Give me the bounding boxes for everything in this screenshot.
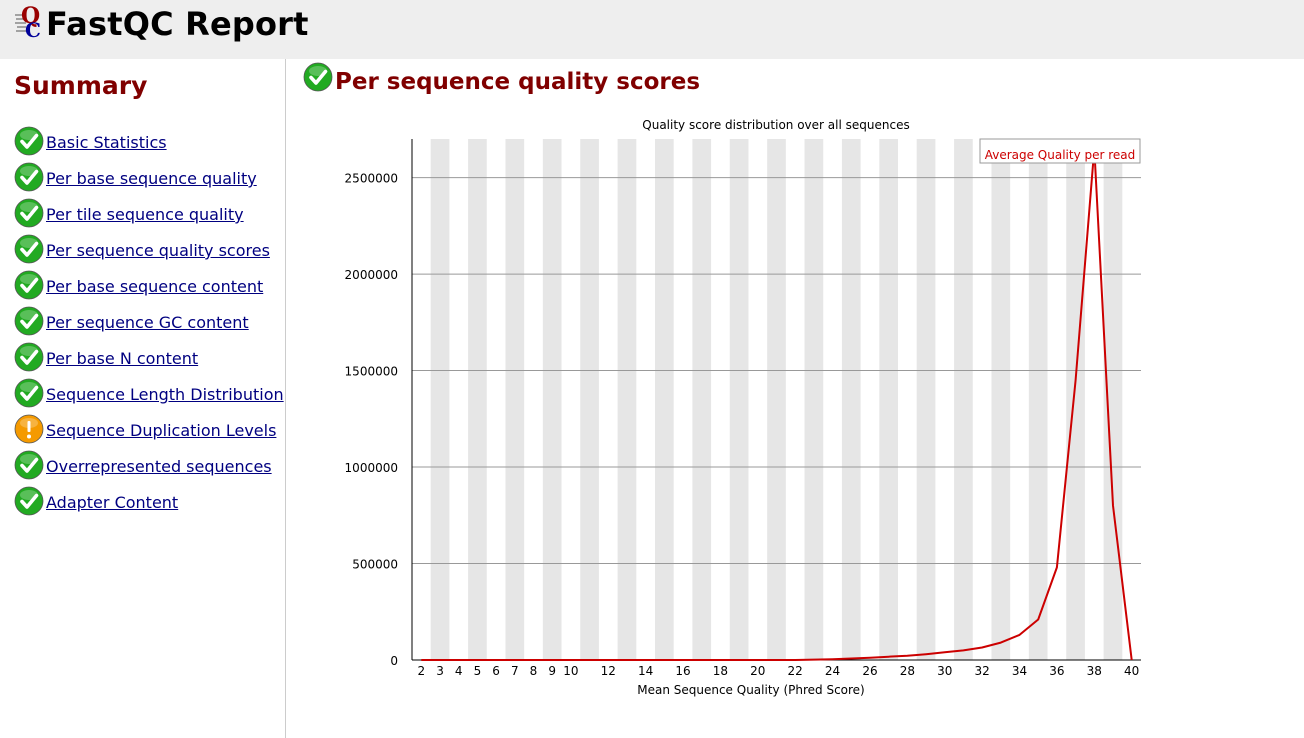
svg-text:Q: Q (21, 3, 40, 29)
chart-title: Quality score distribution over all sequ… (642, 118, 909, 132)
pass-icon (14, 270, 44, 300)
y-tick-label: 2000000 (345, 268, 398, 282)
x-tick-label: 38 (1087, 664, 1102, 678)
legend-label: Average Quality per read (985, 148, 1136, 162)
x-tick-label: 14 (638, 664, 653, 678)
x-tick-label: 9 (548, 664, 556, 678)
grid-band (991, 139, 1011, 660)
x-tick-label: 6 (492, 664, 500, 678)
y-tick-label: 0 (390, 654, 398, 668)
pass-icon (14, 162, 44, 192)
grid-band (841, 139, 861, 660)
nav-link[interactable]: Sequence Duplication Levels (46, 421, 277, 440)
x-tick-label: 18 (713, 664, 728, 678)
grid-band (954, 139, 973, 660)
x-tick-label: 8 (530, 664, 538, 678)
y-tick-label: 1500000 (345, 365, 398, 379)
x-tick-label: 24 (825, 664, 840, 678)
grid-band (767, 139, 786, 660)
x-axis-label: Mean Sequence Quality (Phred Score) (637, 683, 865, 697)
svg-text:C: C (25, 18, 41, 39)
fastqc-logo-icon: Q C (15, 3, 41, 39)
series-line (421, 147, 1133, 661)
grid-band (692, 139, 712, 660)
grid-band (916, 139, 936, 660)
grid-band (542, 139, 562, 660)
grid-band (1028, 139, 1048, 660)
nav-link[interactable]: Per sequence GC content (46, 313, 249, 332)
nav-link[interactable]: Basic Statistics (46, 133, 167, 152)
nav-link[interactable]: Per sequence quality scores (46, 241, 270, 260)
warning-icon (14, 414, 44, 444)
pass-icon (14, 486, 44, 516)
pass-icon (14, 198, 44, 228)
grid-band (804, 139, 824, 660)
x-tick-label: 7 (511, 664, 519, 678)
x-tick-label: 28 (900, 664, 915, 678)
nav-link[interactable]: Per tile sequence quality (46, 205, 244, 224)
x-tick-label: 26 (862, 664, 877, 678)
x-tick-label: 5 (474, 664, 482, 678)
nav-link[interactable]: Per base sequence quality (46, 169, 257, 188)
main-content: Per sequence quality scores 0 500000 10000… (287, 59, 1304, 738)
x-tick-label: 36 (1049, 664, 1064, 678)
pass-icon (14, 378, 44, 408)
x-tick-label: 4 (455, 664, 463, 678)
x-tick-label: 2 (418, 664, 426, 678)
x-tick-label: 40 (1124, 664, 1139, 678)
grid-band (580, 139, 599, 660)
x-tick-label: 12 (601, 664, 616, 678)
pass-icon (303, 62, 333, 92)
grid-band (468, 139, 487, 660)
x-tick-label: 32 (974, 664, 989, 678)
page-title: FastQC Report (46, 5, 309, 43)
grid-band (505, 139, 525, 660)
report-header: Q C FastQC Report (0, 0, 1304, 59)
pass-icon (14, 126, 44, 156)
grid-band (1066, 139, 1085, 660)
module-title: Per sequence quality scores (335, 69, 701, 95)
x-tick-label: 3 (436, 664, 444, 678)
nav-link[interactable]: Overrepresented sequences (46, 457, 272, 476)
pass-icon (14, 234, 44, 264)
x-tick-label: 30 (937, 664, 952, 678)
grid-band (729, 139, 749, 660)
summary-title: Summary (14, 71, 148, 100)
x-tick-label: 10 (563, 664, 578, 678)
grid-band (879, 139, 898, 660)
grid-band (655, 139, 674, 660)
x-tick-label: 16 (675, 664, 690, 678)
legend-box (979, 138, 1141, 164)
pass-icon (14, 450, 44, 480)
nav-link[interactable]: Per base N content (46, 349, 199, 368)
x-tick-label: 22 (788, 664, 803, 678)
y-tick-label: 500000 (352, 558, 398, 572)
x-tick-label: 34 (1012, 664, 1027, 678)
nav-link[interactable]: Adapter Content (46, 493, 179, 512)
grid-band (617, 139, 637, 660)
grid-band (1103, 139, 1123, 660)
nav-link[interactable]: Per base sequence content (46, 277, 264, 296)
summary-sidebar: Summary Basic Statistics Per base sequenc… (0, 59, 286, 738)
y-tick-label: 1000000 (345, 461, 398, 475)
nav-link[interactable]: Sequence Length Distribution (46, 385, 284, 404)
grid-band (430, 139, 450, 660)
x-tick-label: 20 (750, 664, 765, 678)
pass-icon (14, 342, 44, 372)
y-tick-label: 2500000 (345, 172, 398, 186)
pass-icon (14, 306, 44, 336)
